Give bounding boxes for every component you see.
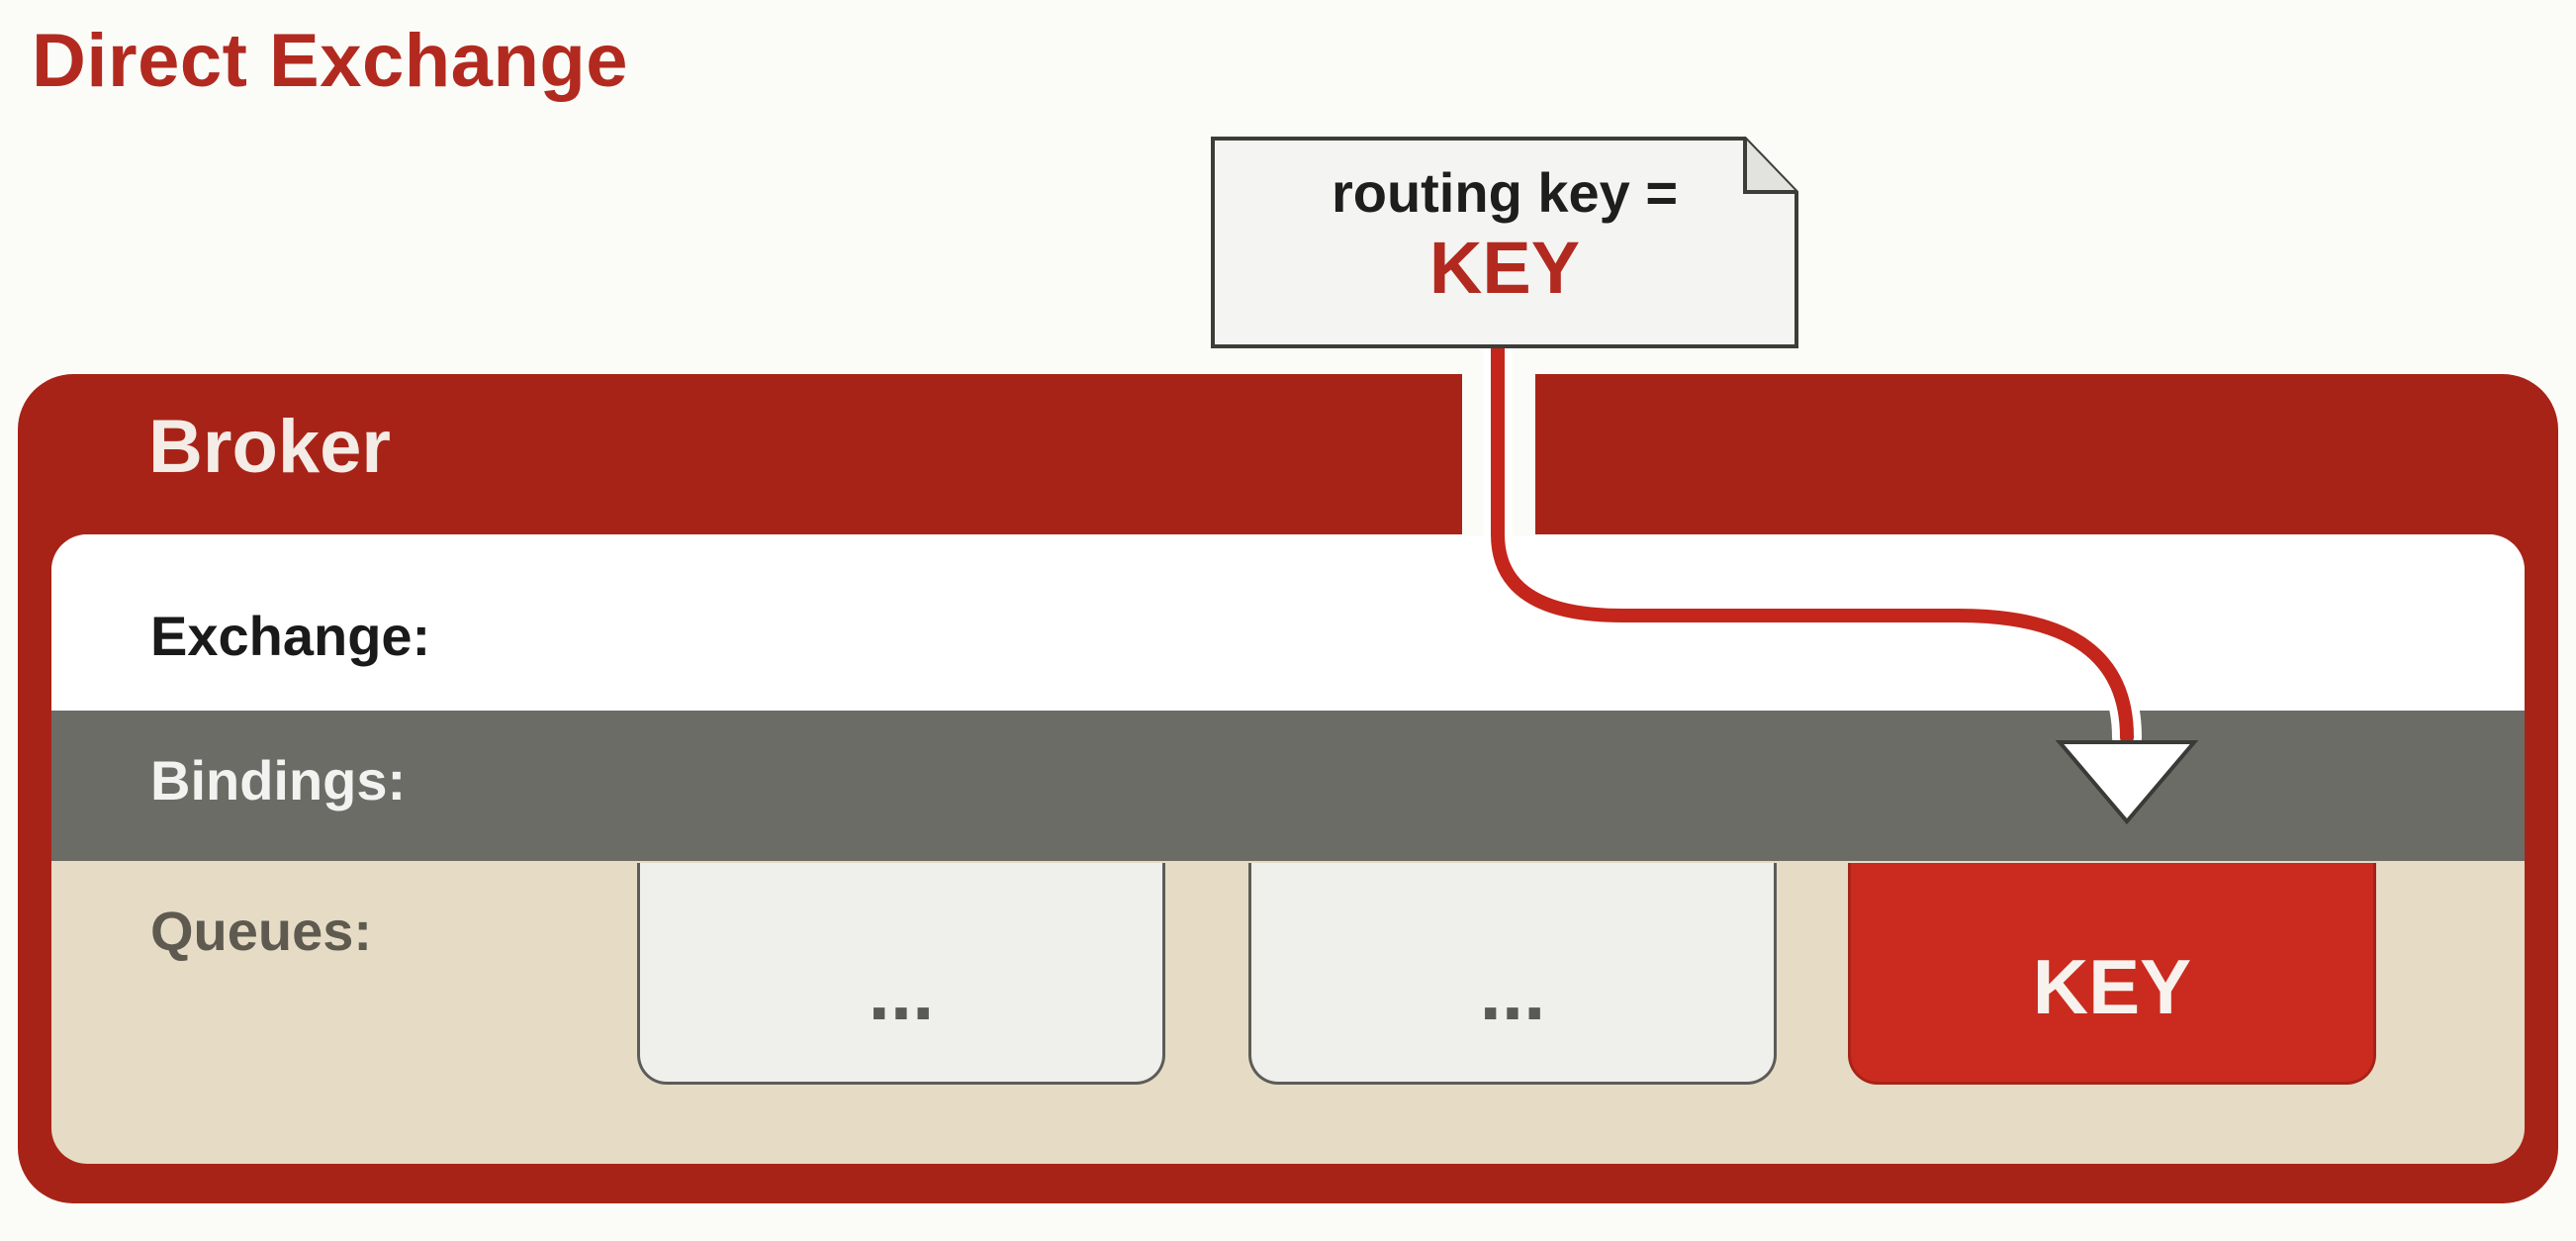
- bindings-label: Bindings:: [150, 749, 407, 811]
- routing-key-value: KEY: [1428, 227, 1581, 309]
- queue-box-2: ...: [1248, 863, 1777, 1085]
- message-note-body: [1211, 137, 1798, 348]
- queue-box-1: ...: [637, 863, 1165, 1085]
- broker-label: Broker: [148, 405, 391, 489]
- diagram-title: Direct Exchange: [32, 19, 629, 103]
- binding-arrow-icon: [2055, 740, 2199, 825]
- message-note-fold-icon: [1743, 139, 1796, 194]
- routing-key-label: routing key =: [1331, 161, 1679, 224]
- queue-box-key: KEY: [1848, 863, 2376, 1085]
- routing-path-line: [1491, 339, 2134, 744]
- message-note: [1211, 137, 1798, 348]
- exchange-label: Exchange:: [150, 605, 431, 667]
- queues-label: Queues:: [150, 900, 373, 962]
- routing-path-casing: [1483, 332, 2142, 752]
